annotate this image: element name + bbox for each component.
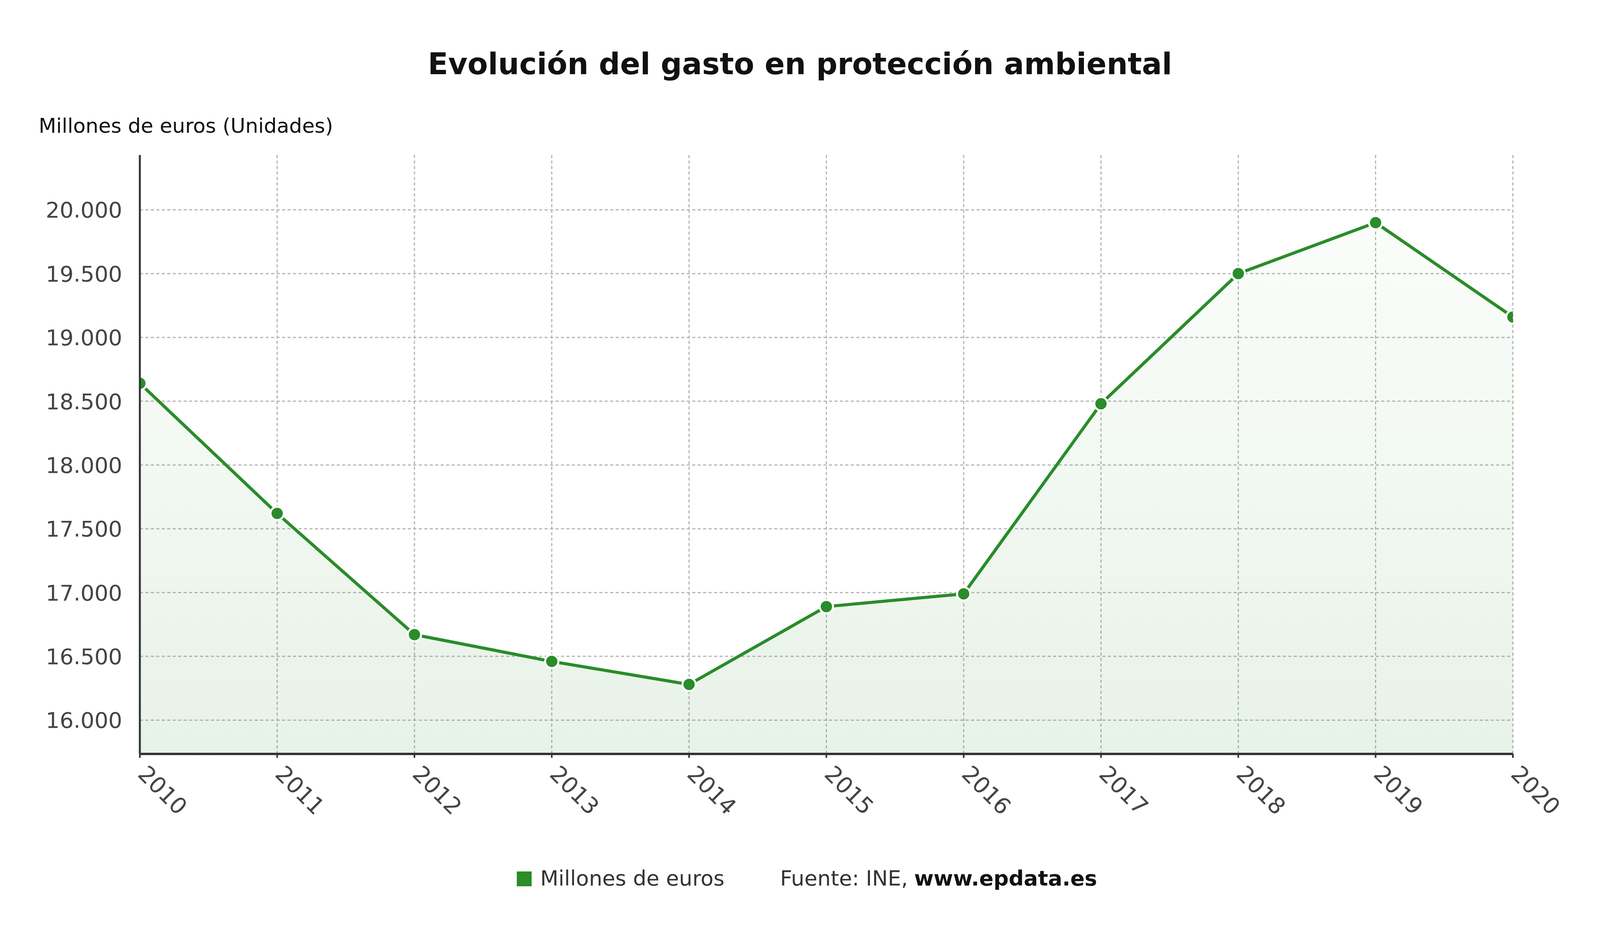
source-url: www.epdata.es	[914, 866, 1098, 892]
x-tick-label: 2017	[1094, 760, 1154, 821]
marker	[139, 376, 147, 391]
y-tick-labels: 16.000 16.500 17.000 17.500 18.000 18.500 19.0…	[45, 197, 123, 734]
x-tick	[1100, 754, 1102, 759]
x-tick-label: 2011	[270, 760, 330, 821]
x-tick	[276, 754, 279, 759]
y-tick-label: 19.500	[45, 261, 123, 287]
legend-label: Millones de euros	[540, 866, 725, 892]
source: Fuente: INE,www.epdata.es	[780, 866, 1098, 892]
x-tick-label: 2010	[132, 760, 193, 821]
x-tick-label: 2018	[1231, 760, 1291, 821]
y-axis-line	[139, 155, 142, 755]
marker	[407, 628, 422, 642]
source-text: Fuente: INE,	[780, 866, 908, 892]
y-tick-label: 18.000	[45, 452, 123, 479]
marker	[545, 655, 559, 669]
marker	[819, 600, 834, 614]
x-tick-label: 2012	[407, 760, 467, 821]
x-tick	[688, 754, 690, 759]
title: Evolución del gasto en protección ambien…	[427, 46, 1172, 82]
legend: Millones de euros	[516, 866, 725, 892]
x-tick-label: 2015	[819, 760, 879, 821]
x-tick	[139, 754, 141, 759]
x-tick	[1375, 754, 1377, 759]
marker	[682, 678, 696, 692]
x-grid-line	[139, 155, 141, 755]
marker	[1369, 216, 1383, 230]
marker	[1506, 310, 1513, 324]
marker	[1231, 267, 1245, 281]
x-tick-label: 2016	[956, 760, 1017, 821]
chart-root: Evolución del gasto en protección ambien…	[0, 0, 1600, 939]
y-tick-label: 16.500	[45, 644, 123, 670]
marker	[270, 507, 284, 521]
x-tick	[413, 754, 416, 759]
x-tick-labels: 2010 2011 2012 2013 2014 2015 2016 2017 2018 2019…	[132, 754, 1566, 821]
y-tick-label: 16.000	[45, 707, 123, 734]
line	[139, 222, 1513, 685]
x-tick	[1512, 754, 1514, 759]
marker	[957, 587, 971, 601]
x-tick	[551, 754, 553, 759]
y-axis-label: Millones de euros (Unidades)	[38, 114, 334, 138]
y-tick-label: 19.000	[45, 325, 123, 351]
x-grid-line	[688, 155, 690, 755]
x-tick	[962, 754, 965, 759]
x-tick-label: 2019	[1368, 760, 1429, 821]
data-group	[139, 216, 1513, 755]
marker	[1094, 397, 1108, 411]
x-tick	[825, 754, 828, 759]
x-tick-label: 2020	[1505, 760, 1566, 821]
y-tick-label: 18.500	[45, 389, 123, 415]
y-tick-label: 17.000	[45, 580, 123, 606]
y-tick-label: 20.000	[45, 197, 123, 223]
x-tick-label: 2013	[544, 760, 605, 821]
grid	[139, 155, 1513, 755]
legend-swatch	[516, 871, 532, 887]
y-tick-label: 17.500	[45, 516, 123, 542]
x-tick	[1237, 754, 1240, 759]
area	[139, 222, 1513, 755]
x-tick-label: 2014	[682, 760, 742, 821]
